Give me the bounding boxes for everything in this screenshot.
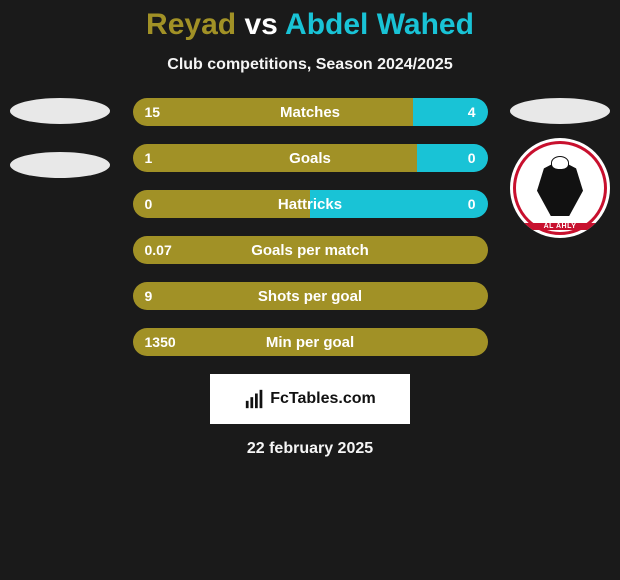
left-badge-1 xyxy=(10,98,110,124)
title-right: Abdel Wahed xyxy=(285,8,474,41)
watermark: FcTables.com xyxy=(210,374,410,424)
bar-fill-left xyxy=(133,282,488,310)
club-label: AL AHLY xyxy=(510,223,610,230)
club-eagle-head-icon xyxy=(551,156,569,170)
club-logo-alahly: AL AHLY xyxy=(510,138,610,238)
bar-fill-left xyxy=(133,190,311,218)
stat-row-goals: Goals10 xyxy=(133,144,488,172)
page-title: Reyad vs Abdel Wahed xyxy=(0,8,620,42)
title-left: Reyad xyxy=(146,8,236,41)
bar-fill-right xyxy=(310,190,488,218)
bar-fill-right xyxy=(417,144,488,172)
right-player-badges: AL AHLY xyxy=(510,98,610,238)
right-badge-1 xyxy=(510,98,610,124)
stat-bars: Matches154 Goals10 Hattricks00 Goals per ma… xyxy=(133,98,488,356)
watermark-text: FcTables.com xyxy=(270,390,376,408)
stats-stage: AL AHLY Matches154 Goals10 Hattricks00 Goal… xyxy=(0,98,620,356)
left-badge-2 xyxy=(10,152,110,178)
comparison-card: Reyad vs Abdel Wahed Club competitions, … xyxy=(0,0,620,580)
date-label: 22 february 2025 xyxy=(0,440,620,458)
stat-row-shots-per-goal: Shots per goal9 xyxy=(133,282,488,310)
stat-row-matches: Matches154 xyxy=(133,98,488,126)
stat-row-hattricks: Hattricks00 xyxy=(133,190,488,218)
bar-fill-right xyxy=(413,98,488,126)
stat-row-goals-per-match: Goals per match0.07 xyxy=(133,236,488,264)
bar-fill-left xyxy=(133,98,413,126)
bar-fill-left xyxy=(133,328,488,356)
left-player-badges xyxy=(10,98,110,178)
title-vs: vs xyxy=(244,8,277,41)
stat-row-min-per-goal: Min per goal1350 xyxy=(133,328,488,356)
subtitle: Club competitions, Season 2024/2025 xyxy=(0,56,620,74)
fctables-icon xyxy=(244,388,266,410)
bar-fill-left xyxy=(133,236,488,264)
bar-fill-left xyxy=(133,144,417,172)
